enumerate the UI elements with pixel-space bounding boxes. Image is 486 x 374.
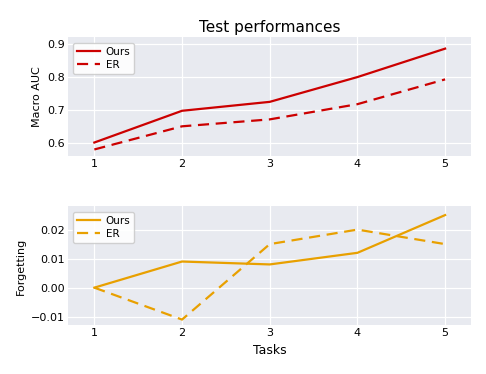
ER [267, 117, 273, 122]
ER [91, 285, 97, 290]
X-axis label: Tasks: Tasks [253, 344, 287, 357]
Y-axis label: Macro AUC: Macro AUC [32, 67, 42, 127]
ER [267, 242, 273, 246]
ER [179, 317, 185, 322]
Ours [91, 140, 97, 145]
Y-axis label: Forgetting: Forgetting [16, 237, 26, 294]
ER [179, 124, 185, 129]
Ours [179, 259, 185, 264]
Ours [267, 99, 273, 104]
Ours [354, 75, 360, 79]
Ours [442, 46, 448, 51]
Ours [354, 251, 360, 255]
Line: Ours: Ours [94, 215, 445, 288]
ER [354, 102, 360, 107]
Line: Ours: Ours [94, 49, 445, 142]
ER [442, 242, 448, 246]
ER [442, 77, 448, 82]
Ours [179, 108, 185, 113]
ER [354, 227, 360, 232]
Line: ER: ER [94, 230, 445, 319]
Legend: Ours, ER: Ours, ER [73, 43, 135, 74]
Line: ER: ER [94, 79, 445, 150]
Ours [267, 262, 273, 267]
Legend: Ours, ER: Ours, ER [73, 212, 135, 243]
ER [91, 147, 97, 152]
Ours [91, 285, 97, 290]
Title: Test performances: Test performances [199, 20, 341, 35]
Ours [442, 213, 448, 217]
